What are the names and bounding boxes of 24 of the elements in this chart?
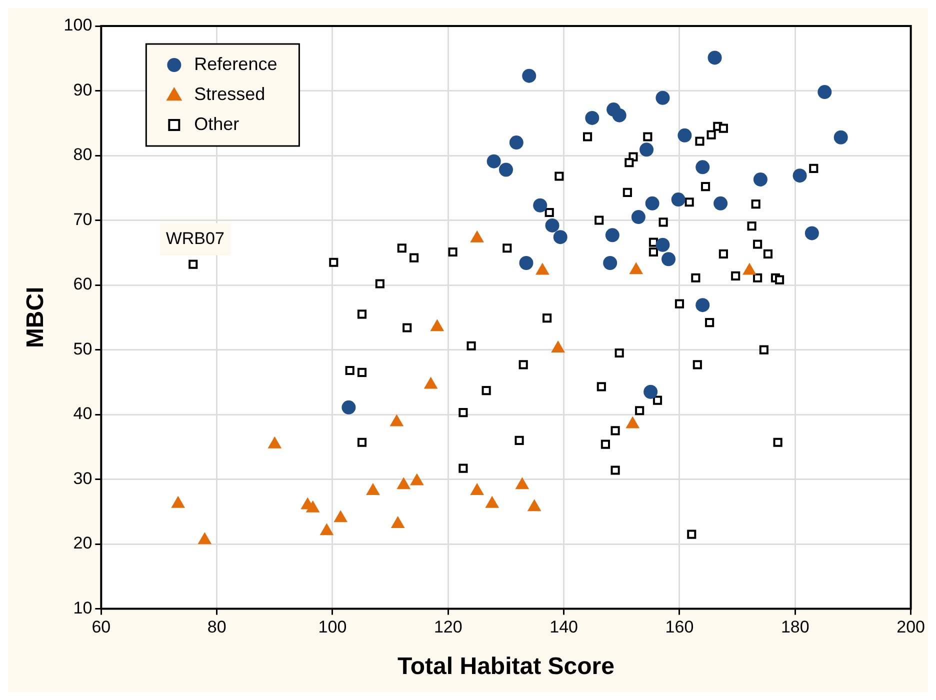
y-tick-label: 90 <box>73 80 92 100</box>
x-tick-label: 80 <box>207 618 226 637</box>
annotation: WRB07 <box>166 228 224 248</box>
y-tick-label: 30 <box>73 468 92 488</box>
y-tick-label: 100 <box>64 16 92 35</box>
y-tick-label: 70 <box>73 210 92 229</box>
y-tick-label: 10 <box>73 598 92 618</box>
x-tick-label: 180 <box>780 618 810 637</box>
x-tick-label: 160 <box>665 618 694 637</box>
y-tick-label: 50 <box>73 339 92 358</box>
x-tick-label: 100 <box>318 618 347 637</box>
y-tick-label: 20 <box>73 534 92 553</box>
legend-label: Other <box>194 114 240 134</box>
y-tick-label: 40 <box>73 404 92 424</box>
y-tick-label: 60 <box>73 274 92 294</box>
legend-label: Reference <box>194 54 278 74</box>
x-tick-label: 60 <box>92 618 111 637</box>
x-tick-label: 120 <box>434 618 462 637</box>
y-tick-label: 80 <box>73 145 92 164</box>
x-tick-label: 140 <box>550 618 578 637</box>
x-axis-title: Total Habitat Score <box>398 653 614 680</box>
y-axis-title: MBCI <box>22 286 50 348</box>
x-tick-label: 200 <box>896 618 926 637</box>
legend-label: Stressed <box>194 84 266 104</box>
